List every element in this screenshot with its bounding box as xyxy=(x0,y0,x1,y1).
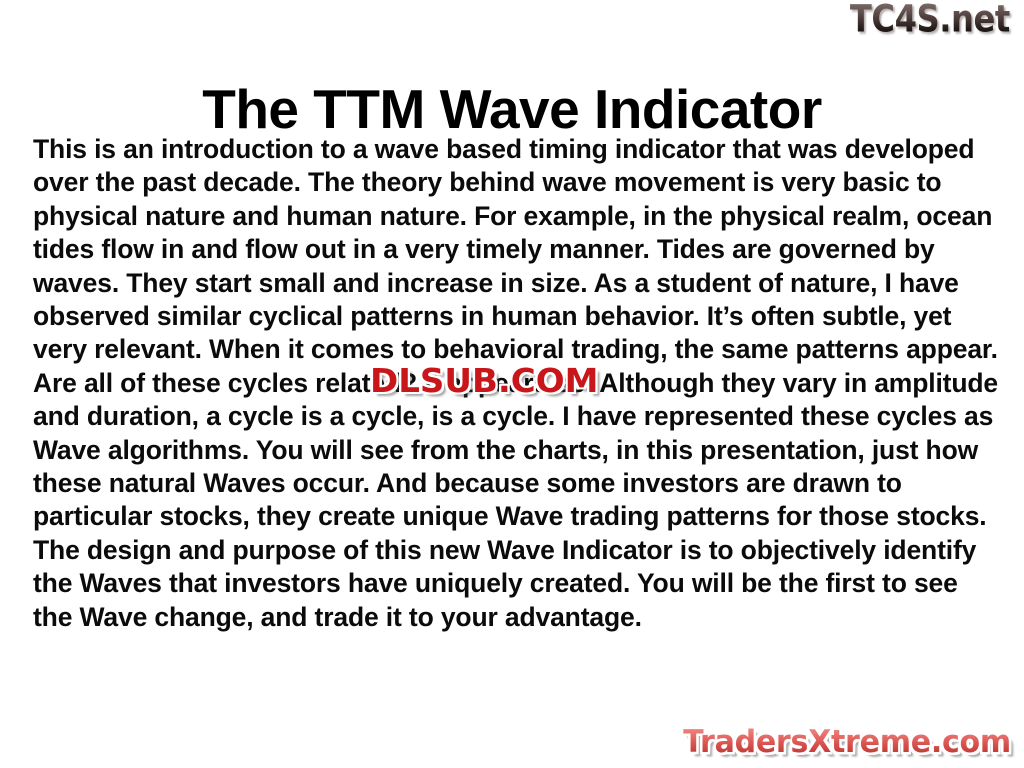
page-title: The TTM Wave Indicator xyxy=(202,77,822,140)
body-copy: This is an introduction to a wave based … xyxy=(33,133,1001,634)
body-paragraph-2: Are all of these cycles related? It appe… xyxy=(33,367,999,532)
tradersxtreme-footer-logo: TradersXtreme.com TradersXtreme.com xyxy=(683,724,1011,760)
tc4s-brand-logo: TC4S.net xyxy=(850,0,1010,42)
footer-logo-fill: TradersXtreme.com xyxy=(683,724,1011,760)
body-paragraph-1: This is an introduction to a wave based … xyxy=(33,134,998,365)
dlsub-watermark: DLSUB.COM xyxy=(370,361,599,400)
body-paragraph-3: The design and purpose of this new Wave … xyxy=(33,534,977,632)
